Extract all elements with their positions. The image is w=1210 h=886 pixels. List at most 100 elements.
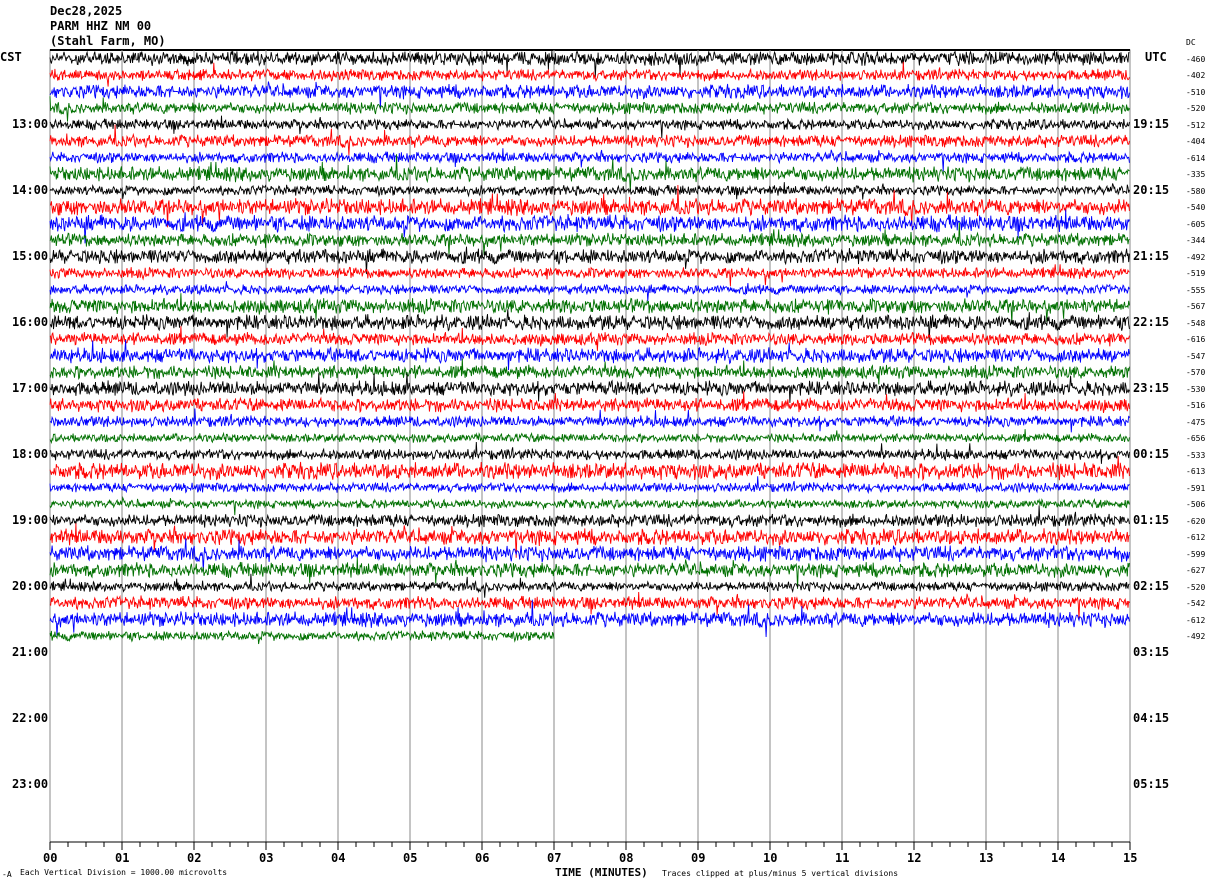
dc-label: DC [1186, 38, 1196, 47]
dc-offset-label: -656 [1186, 434, 1206, 443]
dc-offset-label: -580 [1186, 186, 1206, 196]
cst-hour-label: 16:00 [12, 314, 49, 329]
dc-offset-label: -548 [1186, 318, 1206, 328]
dc-offset-label: -542 [1186, 599, 1206, 608]
dc-offset-label: -402 [1186, 71, 1206, 80]
utc-hour-label: 04:15 [1133, 710, 1170, 725]
seismic-trace [49, 441, 1130, 464]
date-label: Dec28,2025 [50, 4, 123, 18]
seismic-trace [49, 408, 1130, 433]
dc-offset-label: -605 [1186, 219, 1206, 229]
seismic-trace [49, 523, 1130, 558]
x-tick-label: 03 [259, 851, 274, 865]
seismic-trace [49, 538, 1130, 572]
cst-label: CST [0, 50, 22, 64]
seismic-trace [49, 281, 1130, 302]
seismic-trace [49, 182, 1130, 200]
x-tick-label: 06 [475, 851, 490, 865]
x-tick-label: 09 [691, 851, 706, 865]
seismic-trace [49, 184, 1130, 228]
utc-hour-label: 03:15 [1133, 644, 1170, 659]
utc-hour-label: 21:15 [1133, 248, 1170, 263]
seismic-trace [49, 591, 1130, 620]
utc-hour-label: 02:15 [1133, 578, 1170, 593]
dc-offset-label: -612 [1186, 533, 1206, 542]
cst-hour-label: 14:00 [12, 182, 49, 197]
dc-offset-label: -492 [1186, 252, 1206, 262]
cst-hour-label: 18:00 [12, 446, 49, 461]
cst-hour-label: 19:00 [12, 512, 49, 527]
seismic-trace [49, 599, 1130, 638]
seismic-trace [49, 61, 1130, 87]
seismic-trace [49, 246, 1130, 275]
seismic-trace [49, 505, 1130, 529]
cst-hour-label: 21:00 [12, 644, 49, 659]
x-tick-label: 07 [547, 851, 562, 865]
x-tick-label: 02 [187, 851, 202, 865]
seismic-trace [49, 391, 1130, 414]
x-tick-label: 04 [331, 851, 346, 865]
seismic-trace [49, 115, 1130, 139]
dc-offset-label: -510 [1186, 87, 1206, 97]
dc-offset-label: -506 [1186, 500, 1206, 509]
seismic-trace [49, 358, 1130, 385]
cst-hour-label: 17:00 [12, 380, 49, 395]
seismic-trace [49, 209, 1130, 244]
dc-offset-label: -570 [1186, 368, 1206, 377]
seismic-trace [49, 124, 1130, 156]
utc-hour-label: 01:15 [1133, 512, 1170, 527]
location-label: (Stahl Farm, MO) [50, 34, 166, 48]
dc-offset-label: -567 [1186, 302, 1206, 311]
dc-offset-label: -530 [1186, 384, 1206, 394]
utc-hour-label: 23:15 [1133, 380, 1170, 395]
cst-hour-label: 13:00 [12, 116, 49, 131]
seismic-trace [49, 476, 1130, 495]
seismic-trace [49, 81, 1130, 110]
dc-offset-label: -612 [1186, 615, 1206, 625]
corner-mark: -A [2, 870, 12, 879]
dc-offset-label: -512 [1186, 120, 1206, 130]
cst-hour-label: 15:00 [12, 248, 49, 263]
utc-hour-label: 00:15 [1133, 446, 1170, 461]
dc-offset-label: -516 [1186, 401, 1206, 410]
x-tick-label: 10 [763, 851, 778, 865]
x-tick-label: 15 [1123, 851, 1138, 865]
utc-label: UTC [1145, 50, 1167, 64]
x-tick-label: 01 [115, 851, 130, 865]
cst-hour-label: 23:00 [12, 776, 49, 791]
dc-offset-label: -620 [1186, 516, 1206, 526]
x-tick-label: 00 [43, 851, 58, 865]
seismic-trace [49, 557, 1130, 589]
dc-offset-label: -591 [1186, 483, 1206, 493]
seismic-trace [49, 293, 1130, 324]
seismic-trace [49, 373, 1130, 403]
seismic-trace [49, 309, 1130, 341]
x-tick-label: 05 [403, 851, 418, 865]
seismic-trace [49, 148, 1130, 172]
dc-offset-label: -613 [1186, 467, 1206, 476]
dc-offset-label: -614 [1186, 153, 1206, 163]
utc-hour-label: 05:15 [1133, 776, 1170, 791]
dc-offset-label: -404 [1186, 137, 1206, 146]
seismic-trace [49, 222, 1130, 257]
seismic-trace [49, 429, 1130, 445]
scale-note: Each Vertical Division = 1000.00 microvo… [20, 868, 228, 877]
seismic-trace [49, 326, 1130, 351]
dc-offset-label: -492 [1186, 632, 1206, 641]
seismic-trace [49, 573, 1130, 598]
x-tick-label: 11 [835, 851, 850, 865]
dc-offset-label: -547 [1186, 351, 1206, 361]
utc-hour-label: 22:15 [1133, 314, 1170, 329]
dc-offset-label: -627 [1186, 566, 1206, 575]
utc-hour-label: 19:15 [1133, 116, 1170, 131]
seismic-trace [49, 629, 555, 645]
dc-offset-label: -520 [1186, 104, 1206, 113]
station-label: PARM HHZ NM 00 [50, 19, 152, 33]
dc-offset-label: -335 [1186, 170, 1206, 179]
seismic-trace [49, 456, 1130, 482]
seismic-trace [49, 264, 1130, 287]
dc-offset-label: -533 [1186, 450, 1206, 460]
x-axis-title: TIME (MINUTES) [555, 866, 648, 879]
dc-offset-label: -344 [1186, 236, 1206, 245]
